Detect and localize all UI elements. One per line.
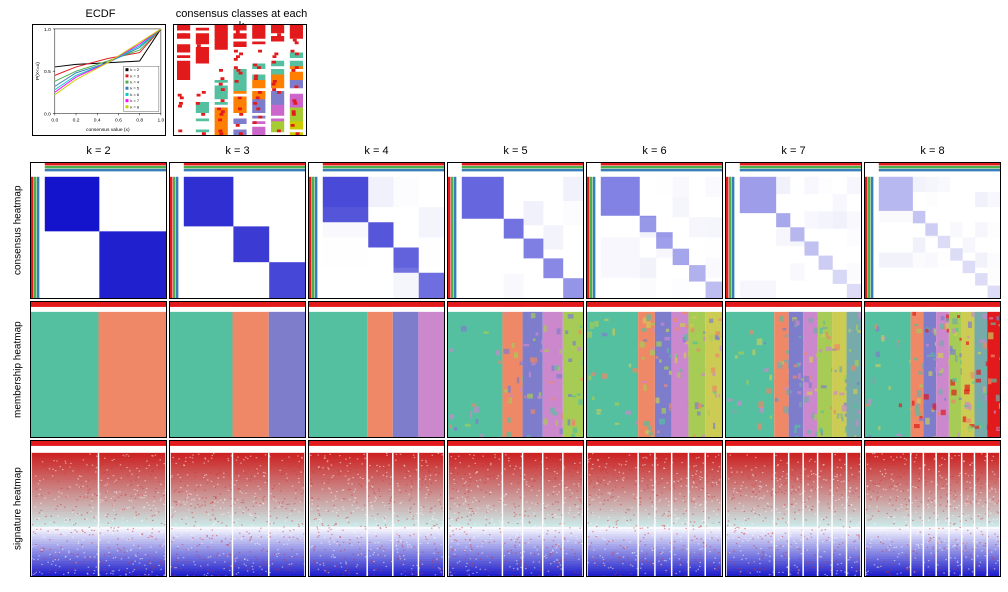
col-header-k3: k = 3 [169, 142, 306, 160]
col-header-k8: k = 8 [864, 142, 1001, 160]
svg-text:0.8: 0.8 [136, 117, 143, 123]
svg-text:1.0: 1.0 [44, 27, 51, 33]
consensus-heatmap-k2 [30, 162, 167, 299]
col-header-k2: k = 2 [30, 142, 167, 160]
col-header-k6: k = 6 [586, 142, 723, 160]
svg-text:0.0: 0.0 [44, 111, 51, 117]
signature-heatmap-k8 [864, 440, 1001, 577]
consensus-heatmap-k7 [725, 162, 862, 299]
membership-heatmap-k4 [308, 301, 445, 438]
membership-heatmap-k2 [30, 301, 167, 438]
consensus-heatmap-k8 [864, 162, 1001, 299]
svg-text:k = 5: k = 5 [130, 86, 139, 91]
ecdf-panel: ECDF 0.0 0.2 0.4 0.6 0.8 1.0 0.0 0.5 1.0 consensu… [32, 8, 169, 138]
row-label-signature: signature heatmap [8, 440, 28, 577]
consensus-heatmap-k6 [586, 162, 723, 299]
svg-text:0.0: 0.0 [51, 117, 58, 123]
signature-heatmap-k4 [308, 440, 445, 577]
heatmap-grid: k = 2 k = 3 k = 4 k = 5 k = 6 k = 7 k = … [8, 142, 1008, 577]
consensus-heatmap-k4 [308, 162, 445, 299]
svg-text:0.6: 0.6 [115, 117, 122, 123]
col-header-k4: k = 4 [308, 142, 445, 160]
svg-text:0.5: 0.5 [44, 69, 51, 75]
svg-text:1.0: 1.0 [157, 117, 164, 123]
membership-heatmap-k3 [169, 301, 306, 438]
consensus-heatmap-k3 [169, 162, 306, 299]
ecdf-plot: 0.0 0.2 0.4 0.6 0.8 1.0 0.0 0.5 1.0 consensus val… [32, 24, 166, 136]
signature-heatmap-k6 [586, 440, 723, 577]
svg-text:k = 8: k = 8 [130, 104, 139, 109]
membership-heatmap-k5 [447, 301, 584, 438]
consensus-classes-panel: consensus classes at each k [173, 8, 310, 138]
svg-text:k = 3: k = 3 [130, 73, 139, 78]
svg-text:k = 7: k = 7 [130, 98, 139, 103]
membership-heatmap-k8 [864, 301, 1001, 438]
svg-text:0.2: 0.2 [73, 117, 80, 123]
signature-heatmap-k5 [447, 440, 584, 577]
row-label-membership: membership heatmap [8, 301, 28, 438]
col-header-k5: k = 5 [447, 142, 584, 160]
svg-text:consensus value (x): consensus value (x) [86, 127, 130, 133]
svg-text:0.4: 0.4 [94, 117, 101, 123]
figure-container: ECDF 0.0 0.2 0.4 0.6 0.8 1.0 0.0 0.5 1.0 consensu… [8, 8, 1008, 584]
membership-heatmap-k7 [725, 301, 862, 438]
signature-heatmap-k3 [169, 440, 306, 577]
consensus-classes-title: consensus classes at each k [173, 8, 310, 22]
consensus-classes-plot [173, 24, 307, 136]
svg-text:k = 6: k = 6 [130, 92, 139, 97]
membership-heatmap-k6 [586, 301, 723, 438]
col-header-k7: k = 7 [725, 142, 862, 160]
svg-text:k = 2: k = 2 [130, 67, 139, 72]
row-label-consensus: consensus heatmap [8, 162, 28, 299]
signature-heatmap-k7 [725, 440, 862, 577]
svg-text:k = 4: k = 4 [130, 80, 139, 85]
ecdf-title: ECDF [32, 8, 169, 22]
top-row: ECDF 0.0 0.2 0.4 0.6 0.8 1.0 0.0 0.5 1.0 consensu… [8, 8, 1008, 138]
svg-text:P(X<=x): P(X<=x) [35, 62, 41, 80]
signature-heatmap-k2 [30, 440, 167, 577]
consensus-heatmap-k5 [447, 162, 584, 299]
